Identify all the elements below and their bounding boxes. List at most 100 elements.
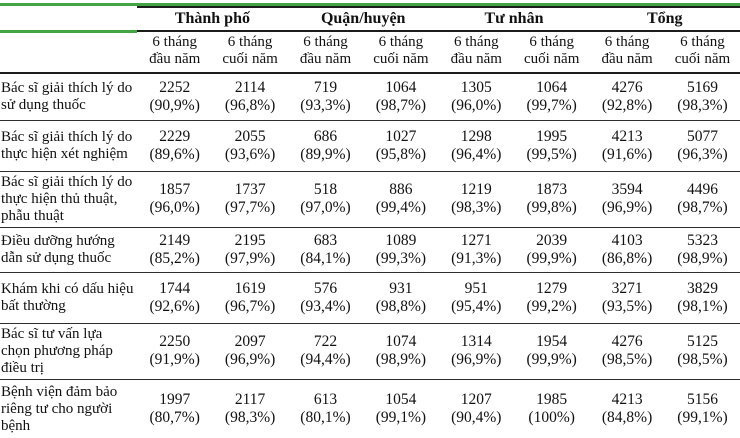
data-cell: 1074 (98,9%): [363, 323, 439, 380]
data-cell: 722 (94,4%): [287, 323, 364, 380]
percent-value: (92,6%): [149, 297, 200, 315]
count-value: 576: [313, 279, 338, 297]
data-cell: 1995 (99,5%): [513, 120, 590, 172]
count-value: 2117: [234, 391, 266, 408]
period-header: 6 tháng cuối năm: [212, 31, 288, 74]
count-value: 686: [313, 127, 338, 145]
data-cell: 2055 (93,6%): [212, 120, 288, 172]
percent-value: (98,7%): [677, 199, 728, 217]
data-cell: 576 (93,4%): [287, 272, 364, 324]
period-header: 6 tháng cuối năm: [513, 31, 590, 74]
count-value: 1074: [385, 333, 417, 351]
count-value: 886: [389, 181, 413, 199]
count-value: 4213: [611, 391, 643, 408]
data-cell: 2114 (96,8%): [212, 72, 288, 121]
count-value: 613: [313, 391, 338, 408]
count-value: 1857: [159, 181, 191, 199]
count-value: 2055: [234, 127, 266, 145]
count-value: 722: [313, 333, 338, 351]
count-value: 1027: [385, 127, 417, 145]
period-header: 6 tháng cuối năm: [363, 31, 439, 74]
data-cell: 1857 (96,0%): [137, 171, 213, 228]
count-value: 1064: [385, 78, 417, 96]
table-row: Điều dưỡng hướng dẫn sử dụng thuốc 2149 (8…: [0, 227, 740, 273]
data-cell: 3829 (98,1%): [664, 272, 740, 324]
percent-value: (98,7%): [375, 96, 427, 114]
percent-value: (80,1%): [300, 409, 351, 427]
data-cell: 5169 (98,3%): [664, 72, 740, 121]
percent-value: (99,7%): [526, 96, 577, 114]
column-group-tu-nhan: Tư nhân: [438, 6, 590, 32]
percent-value: (96,9%): [451, 351, 502, 369]
data-cell: 3594 (96,9%): [589, 171, 665, 228]
percent-value: (96,4%): [451, 146, 502, 163]
percent-value: (95,8%): [375, 146, 427, 163]
count-value: 2114: [234, 78, 266, 96]
count-value: 5077: [686, 127, 718, 145]
percent-value: (84,1%): [300, 249, 351, 267]
percent-value: (98,3%): [677, 96, 728, 114]
percent-value: (99,4%): [375, 199, 427, 217]
data-cell: 4276 (92,8%): [589, 72, 665, 121]
data-cell: 1271 (91,3%): [438, 227, 514, 273]
table-row: Bệnh viện đảm bảo riêng tư cho người bện…: [0, 379, 740, 438]
percent-value: (98,3%): [224, 409, 276, 427]
percent-value: (91,3%): [451, 249, 502, 267]
column-group-tong: Tổng: [589, 6, 740, 32]
period-header-row: 6 tháng đầu năm 6 tháng cuối năm 6 tháng…: [0, 31, 740, 74]
count-value: 1744: [159, 279, 191, 297]
row-label: Bác sĩ giải thích lý do sử dụng thuốc: [0, 72, 137, 121]
data-cell: 4276 (98,5%): [589, 323, 665, 380]
count-value: 2229: [159, 127, 191, 145]
count-value: 931: [389, 279, 413, 297]
data-cell: 5077 (96,3%): [664, 120, 740, 172]
percent-value: (96,9%): [601, 199, 653, 217]
percent-value: (98,9%): [375, 351, 427, 369]
row-label: Điều dưỡng hướng dẫn sử dụng thuốc: [0, 227, 137, 273]
data-cell: 4496 (98,7%): [664, 171, 740, 228]
count-value: 951: [464, 279, 488, 297]
percent-value: (98,3%): [451, 199, 502, 217]
data-cell: 5156 (99,1%): [664, 379, 740, 438]
data-cell: 2229 (89,6%): [137, 120, 213, 172]
count-value: 3594: [611, 181, 643, 199]
corner-cell: [0, 7, 137, 33]
count-value: 1954: [536, 333, 568, 351]
table-row: Bác sĩ giải thích lý do thực hiện thủ th…: [0, 171, 740, 228]
count-value: 1279: [536, 279, 568, 297]
data-cell: 5323 (98,9%): [664, 227, 740, 273]
count-value: 2252: [159, 78, 191, 96]
data-cell: 4213 (91,6%): [589, 120, 665, 172]
percent-value: (91,6%): [601, 146, 653, 163]
count-value: 5125: [686, 333, 718, 351]
percent-value: (85,2%): [149, 249, 200, 267]
percent-value: (98,8%): [375, 297, 427, 315]
count-value: 1054: [385, 391, 417, 408]
percent-value: (97,9%): [224, 249, 276, 267]
survey-results-table: Thành phố Quận/huyện Tư nhân Tổng 6 thán…: [0, 6, 740, 438]
count-value: 4213: [611, 127, 643, 145]
percent-value: (100%): [528, 409, 575, 427]
percent-value: (99,5%): [526, 146, 577, 163]
data-cell: 1305 (96,0%): [438, 72, 514, 121]
corner-cell-2: [0, 31, 137, 74]
row-label: Khám khi có dấu hiệu bất thường: [0, 272, 137, 324]
count-value: 1064: [536, 78, 568, 96]
row-label: Bệnh viện đảm bảo riêng tư cho người bện…: [0, 379, 137, 438]
percent-value: (89,6%): [149, 146, 200, 163]
percent-value: (96,7%): [224, 297, 276, 315]
count-value: 4276: [611, 333, 643, 351]
count-value: 1985: [536, 391, 568, 408]
count-value: 2149: [159, 231, 191, 249]
row-label: Bác sĩ giải thích lý do thực hiện xét ng…: [0, 120, 137, 172]
data-cell: 1873 (99,8%): [513, 171, 590, 228]
percent-value: (99,8%): [526, 199, 577, 217]
data-cell: 719 (93,3%): [287, 72, 364, 121]
count-value: 518: [313, 181, 338, 199]
percent-value: (99,2%): [526, 297, 577, 315]
percent-value: (99,1%): [375, 409, 427, 427]
count-value: 5156: [686, 391, 718, 408]
percent-value: (98,5%): [601, 351, 653, 369]
percent-value: (99,3%): [375, 249, 427, 267]
period-header: 6 tháng cuối năm: [664, 31, 740, 74]
